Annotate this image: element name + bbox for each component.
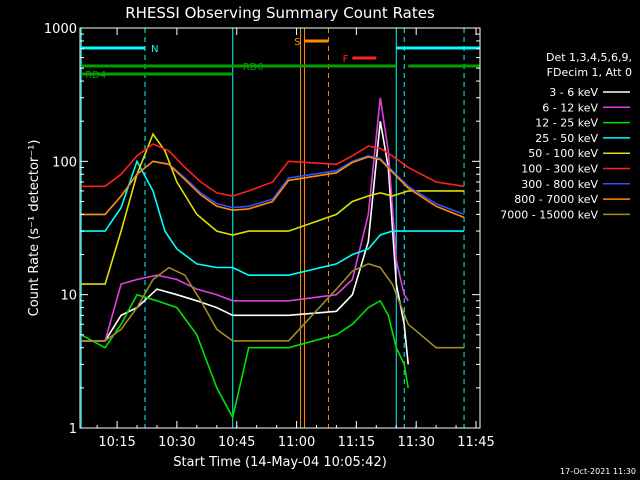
x-tick-label-0: 10:15 <box>98 435 135 450</box>
x-axis-label: Start Time (14-May-04 10:05:42) <box>173 455 387 470</box>
legend-header-1: Det 1,3,4,5,6,9, <box>546 51 632 64</box>
x-tick-label-4: 11:15 <box>338 435 375 450</box>
legend-label-5: 100 - 300 keV <box>521 163 598 176</box>
series-line-1 <box>81 97 409 342</box>
series-line-8 <box>81 263 464 349</box>
legend-label-7: 800 - 7000 keV <box>514 193 598 206</box>
x-tick-label-3: 11:00 <box>278 435 315 450</box>
legend-label-3: 25 - 50 keV <box>535 132 598 145</box>
series-line-0 <box>81 121 409 365</box>
plot-frame <box>79 27 481 429</box>
x-tick-label-1: 10:30 <box>158 435 195 450</box>
y-axis-label: Count Rate (s⁻¹ detector⁻¹) <box>27 140 42 317</box>
legend-label-0: 3 - 6 keV <box>549 86 598 99</box>
footer-date: 17-Oct-2021 11:30 <box>560 467 636 476</box>
series-line-4 <box>81 132 464 285</box>
y-tick-label-1: 10 <box>60 289 77 304</box>
axes: 10:15 10:30 10:45 11:00 11:15 11:30 11:45 1 10 10… <box>44 22 495 450</box>
x-tick-label-6: 11:45 <box>457 435 494 450</box>
y-tick-label-3: 1000 <box>44 22 77 37</box>
y-tick-label-0: 1 <box>69 422 77 437</box>
legend: 3 - 6 keV 6 - 12 keV 12 - 25 keV 25 - 50 ke… <box>500 86 630 221</box>
series-line-3 <box>81 159 464 277</box>
flag-label-f: F <box>343 54 349 65</box>
flag-label-rd0: RD0 <box>243 62 264 73</box>
x-tick-label-2: 10:45 <box>218 435 255 450</box>
plot-area: N S F RD0 RD4 <box>80 28 480 428</box>
legend-header-2: FDecim 1, Att 0 <box>547 66 632 79</box>
legend-label-2: 12 - 25 keV <box>535 117 598 130</box>
legend-label-1: 6 - 12 keV <box>542 101 598 114</box>
legend-label-6: 300 - 800 keV <box>521 178 598 191</box>
x-tick-label-5: 11:30 <box>397 435 434 450</box>
legend-label-4: 50 - 100 keV <box>528 147 598 160</box>
series-line-7 <box>81 156 465 219</box>
chart-title: RHESSI Observing Summary Count Rates <box>125 4 435 22</box>
series-line-5 <box>81 143 465 197</box>
series-line-2 <box>80 293 409 420</box>
flag-label-n: N <box>151 44 158 55</box>
legend-label-8: 7000 - 15000 keV <box>500 208 598 221</box>
flag-label-s: S <box>294 37 300 48</box>
y-tick-label-2: 100 <box>52 155 77 170</box>
flag-label-rd4: RD4 <box>85 70 106 81</box>
